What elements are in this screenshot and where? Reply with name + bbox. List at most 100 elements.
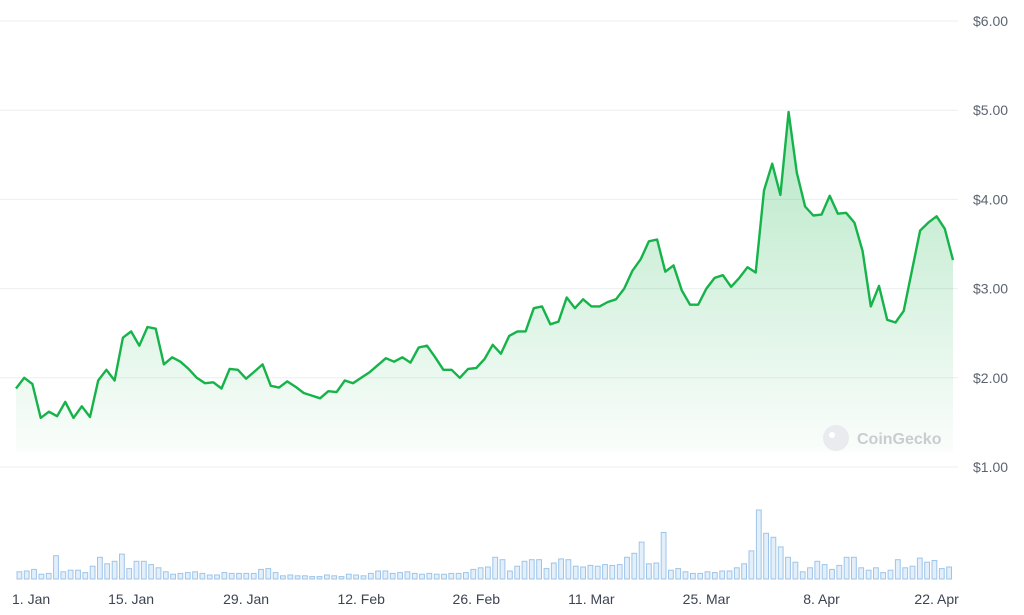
- volume-bar: [236, 572, 242, 580]
- volume-bar: [294, 575, 301, 580]
- volume-bar: [45, 572, 52, 580]
- volume-bar: [455, 572, 462, 580]
- volume-bar: [441, 573, 447, 580]
- volume-bars: [16, 509, 953, 580]
- x-tick-label: 22. Apr: [914, 591, 959, 607]
- volume-bar: [38, 573, 45, 580]
- volume-bar: [770, 536, 777, 580]
- volume-bar: [821, 564, 828, 580]
- volume-bar: [675, 568, 682, 580]
- volume-bar: [938, 568, 945, 580]
- volume-bar: [250, 572, 257, 580]
- volume-bar: [653, 562, 660, 580]
- x-tick-label: 29. Jan: [223, 591, 269, 607]
- volume-bar: [184, 572, 191, 580]
- volume-bar: [638, 541, 645, 580]
- x-tick-label: 26. Feb: [453, 591, 501, 607]
- volume-bar: [97, 556, 103, 580]
- volume-bar: [550, 562, 557, 580]
- volume-bar: [463, 572, 469, 580]
- volume-bar: [316, 576, 323, 580]
- volume-bar: [375, 570, 382, 580]
- volume-bar: [148, 564, 155, 580]
- volume-bar: [221, 572, 228, 580]
- y-tick-label: $6.00: [973, 13, 1008, 29]
- volume-bar: [119, 553, 125, 580]
- coingecko-logo-icon: [823, 425, 849, 451]
- volume-bar: [411, 572, 418, 580]
- price-area-fill: [16, 112, 953, 452]
- volume-bar: [324, 574, 330, 580]
- volume-bar: [843, 556, 850, 580]
- volume-bar: [470, 568, 477, 580]
- volume-bar: [865, 569, 872, 580]
- volume-bar: [155, 567, 162, 580]
- volume-bar: [477, 567, 484, 580]
- x-tick-label: 12. Feb: [337, 591, 385, 607]
- volume-bar: [331, 575, 338, 580]
- volume-bar: [367, 572, 374, 580]
- volume-bar: [704, 571, 711, 580]
- volume-bar: [280, 575, 286, 580]
- volume-bar: [345, 573, 352, 580]
- y-tick-label: $3.00: [973, 281, 1008, 297]
- volume-bar: [287, 574, 294, 580]
- volume-bar: [580, 566, 587, 580]
- volume-bar: [82, 572, 89, 580]
- volume-bar: [726, 570, 733, 580]
- volume-bar: [162, 571, 169, 580]
- volume-bar: [792, 561, 799, 580]
- volume-bar: [89, 565, 96, 580]
- volume-bar: [170, 573, 176, 580]
- volume-bar: [543, 568, 550, 580]
- volume-bar: [807, 567, 813, 580]
- volume-bar: [214, 574, 220, 580]
- volume-bar: [521, 560, 528, 580]
- y-axis: $1.00 $2.00 $3.00 $4.00 $5.00 $6.00: [973, 13, 1008, 475]
- volume-bar: [697, 572, 704, 580]
- volume-bar: [104, 563, 111, 580]
- volume-bar: [558, 558, 565, 580]
- volume-bar: [565, 559, 572, 580]
- volume-bar: [785, 556, 791, 580]
- volume-bar: [448, 572, 455, 580]
- x-tick-label: 1. Jan: [12, 591, 50, 607]
- volume-bar: [851, 556, 857, 580]
- volume-bar: [243, 572, 250, 580]
- volume-bar: [492, 556, 499, 580]
- price-area: [15, 110, 955, 452]
- volume-bar: [258, 568, 264, 580]
- y-tick-label: $2.00: [973, 370, 1008, 386]
- volume-bar: [763, 532, 770, 580]
- x-tick-label: 25. Mar: [683, 591, 731, 607]
- volume-bar: [931, 560, 938, 580]
- volume-bar: [733, 567, 740, 580]
- volume-bar: [53, 555, 59, 580]
- volume-bar: [829, 568, 835, 580]
- volume-bar: [199, 572, 206, 580]
- volume-bar: [719, 570, 726, 580]
- volume-bar: [858, 567, 865, 580]
- volume-bar: [67, 569, 74, 580]
- volume-bar: [353, 574, 360, 580]
- y-tick-label: $1.00: [973, 459, 1008, 475]
- x-tick-label: 15. Jan: [108, 591, 154, 607]
- volume-bar: [397, 572, 404, 580]
- watermark-text: CoinGecko: [857, 431, 942, 448]
- volume-bar: [507, 570, 513, 580]
- volume-bar: [777, 546, 784, 580]
- volume-bar: [360, 575, 367, 580]
- volume-bar: [711, 572, 718, 580]
- volume-bar: [894, 559, 901, 580]
- volume-bar: [946, 566, 953, 580]
- volume-bar: [419, 573, 425, 580]
- volume-bar: [741, 563, 748, 580]
- volume-bar: [873, 567, 879, 580]
- volume-bar: [668, 569, 674, 580]
- volume-bar: [682, 571, 689, 580]
- volume-bar: [126, 568, 133, 580]
- volume-bar: [426, 572, 433, 580]
- volume-bar: [799, 571, 806, 580]
- volume-bar: [309, 576, 316, 580]
- volume-bar: [111, 560, 118, 580]
